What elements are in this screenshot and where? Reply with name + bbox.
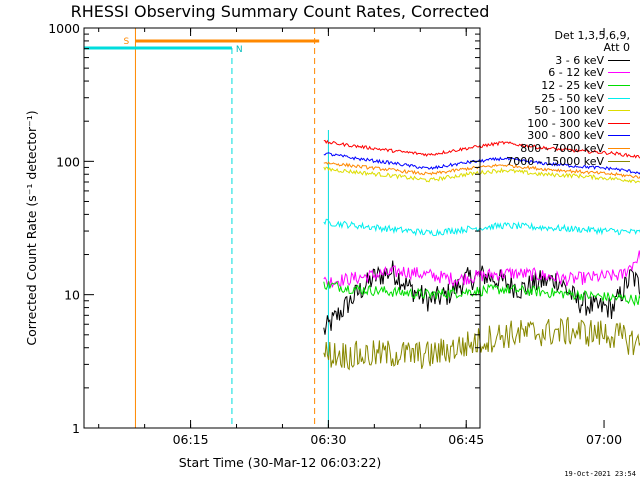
legend-entry-5: 100 - 300 keV <box>478 117 638 130</box>
legend-entry-8: 7000 - 15000 keV <box>478 155 638 168</box>
legend-entry-3: 25 - 50 keV <box>478 92 638 105</box>
legend-entry-label: 7000 - 15000 keV <box>506 154 604 168</box>
series-line-8 <box>323 316 640 371</box>
y-tick-label-3: 1000 <box>48 21 80 36</box>
y-tick-label-2: 100 <box>56 154 80 169</box>
y-tick-label-1: 10 <box>64 288 80 303</box>
night-label: N <box>236 45 243 55</box>
legend-entry-1: 6 - 12 keV <box>478 66 638 80</box>
legend-swatch <box>608 160 630 162</box>
series-line-3 <box>323 218 640 237</box>
generation-timestamp: 19-Oct-2021 23:54 <box>564 470 636 478</box>
y-axis-label: Corrected Count Rate (s⁻¹ detector⁻¹) <box>24 110 39 345</box>
legend-entry-label: 100 - 300 keV <box>527 116 604 130</box>
legend-entry-2: 12 - 25 keV <box>478 79 638 92</box>
legend-header-detectors: Det 1,3,5,6,9, <box>554 29 630 42</box>
legend-header-attenuator: Att 0 <box>603 41 630 54</box>
legend-swatch <box>608 110 630 112</box>
x-tick-label-1: 06:30 <box>310 432 346 447</box>
legend-swatch <box>608 122 630 124</box>
series-line-7 <box>323 161 640 179</box>
legend-entry-label: 300 - 800 keV <box>527 129 604 143</box>
legend-entry-0: 3 - 6 keV <box>478 54 638 67</box>
x-axis-label: Start Time (30-Mar-12 06:03:22) <box>179 455 382 470</box>
series-line-6 <box>323 152 640 175</box>
legend-entry-label: 50 - 100 keV <box>534 104 604 118</box>
legend-entry-label: 12 - 25 keV <box>541 78 604 92</box>
y-tick-label-0: 1 <box>72 421 80 436</box>
legend-entry-label: 25 - 50 keV <box>541 91 604 105</box>
chart-title: RHESSI Observing Summary Count Rates, Co… <box>71 2 490 21</box>
legend-entry-6: 300 - 800 keV <box>478 129 638 143</box>
x-tick-label-2: 06:45 <box>448 432 484 447</box>
series-line-4 <box>323 166 640 184</box>
legend-entry-label: 800 - 7000 keV <box>520 141 604 155</box>
series-line-5 <box>323 139 640 159</box>
legend-swatch <box>608 84 630 86</box>
legend-entry-label: 3 - 6 keV <box>555 53 604 67</box>
legend-entry-7: 800 - 7000 keV <box>478 142 638 155</box>
series-line-1 <box>323 250 640 288</box>
legend-swatch <box>608 97 630 99</box>
legend-swatch <box>608 72 630 74</box>
legend-swatch <box>608 135 630 137</box>
legend-entry-label: 6 - 12 keV <box>548 66 604 80</box>
legend-swatch <box>608 147 630 149</box>
x-tick-label-3: 07:00 <box>586 432 622 447</box>
series-line-0 <box>323 260 640 335</box>
legend: Det 1,3,5,6,9, Att 0 3 - 6 keV 6 - 12 keV… <box>478 29 638 168</box>
x-tick-label-0: 06:15 <box>173 432 209 447</box>
legend-entry-4: 50 - 100 keV <box>478 104 638 117</box>
saa-label: S <box>123 37 129 47</box>
legend-swatch <box>608 59 630 61</box>
series-line-2 <box>323 281 640 307</box>
